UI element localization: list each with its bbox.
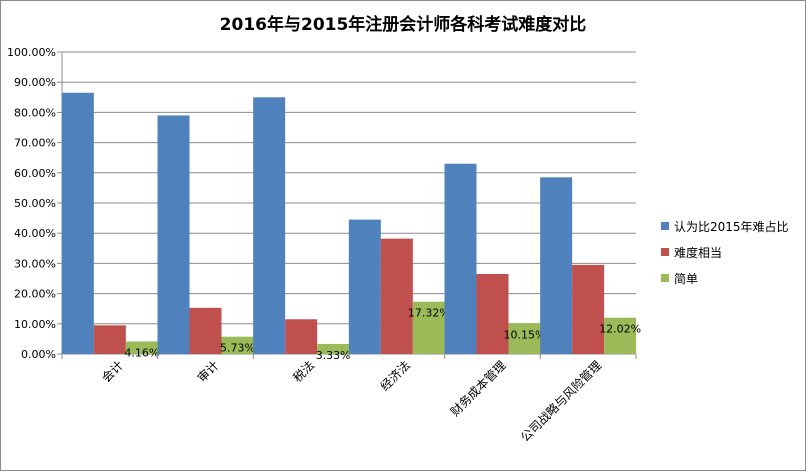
- legend-label-series-3: 简单: [674, 271, 699, 286]
- bar-s2-2: [285, 319, 318, 354]
- x-category-label-1: 审计: [194, 358, 222, 386]
- data-label-s3-1: 5.73%: [220, 342, 255, 355]
- x-category-label-2: 税法: [290, 358, 317, 385]
- bar-s1-3: [348, 219, 381, 354]
- data-label-s3-0: 4.16%: [124, 346, 159, 359]
- y-tick-label-5: 50.00%: [14, 197, 56, 210]
- y-tick-label-2: 20.00%: [14, 288, 56, 301]
- data-label-s3-3: 17.32%: [408, 307, 450, 320]
- y-tick-label-10: 100.00%: [7, 46, 56, 59]
- y-tick-label-7: 70.00%: [14, 137, 56, 150]
- bar-s2-0: [93, 325, 126, 354]
- bar-s1-4: [444, 163, 477, 354]
- bar-s3-1: [221, 336, 254, 354]
- legend-item-series-3: 简单: [661, 265, 789, 291]
- data-label-s3-5: 12.02%: [599, 323, 641, 336]
- legend-item-series-2: 难度相当: [661, 239, 789, 265]
- chart-title: 2016年与2015年注册会计师各科考试难度对比: [219, 15, 587, 35]
- x-category-label-4: 财务成本管理: [447, 358, 509, 420]
- legend-swatch-series-3: [661, 274, 669, 282]
- bar-s1-0: [61, 92, 94, 355]
- legend-swatch-series-2: [661, 248, 669, 256]
- bar-s3-0: [125, 341, 158, 354]
- legend-item-series-1: 认为比2015年难占比: [661, 213, 789, 239]
- bar-s1-2: [253, 97, 286, 355]
- legend-swatch-series-1: [661, 222, 669, 230]
- legend-label-series-1: 认为比2015年难占比: [674, 219, 789, 234]
- bar-s3-2: [317, 343, 350, 354]
- x-category-label-5: 公司战略与风险管理: [517, 358, 604, 445]
- bar-s1-5: [540, 177, 573, 354]
- bar-s3-5: [604, 317, 637, 354]
- bar-s1-1: [157, 115, 190, 354]
- data-label-s3-4: 10.15%: [504, 328, 546, 341]
- data-label-s3-2: 3.33%: [316, 349, 351, 362]
- bar-s3-4: [508, 323, 541, 354]
- bar-s3-3: [412, 301, 445, 354]
- chart-legend: 认为比2015年难占比 难度相当 简单: [661, 213, 789, 291]
- y-tick-label-0: 0.00%: [21, 348, 56, 361]
- y-tick-label-9: 90.00%: [14, 76, 56, 89]
- y-tick-label-4: 40.00%: [14, 227, 56, 240]
- bar-s2-1: [189, 307, 222, 354]
- legend-label-series-2: 难度相当: [674, 245, 723, 260]
- y-tick-label-8: 80.00%: [14, 106, 56, 119]
- bar-s2-4: [476, 273, 509, 354]
- x-category-label-0: 会计: [99, 358, 126, 385]
- y-tick-label-3: 30.00%: [14, 257, 56, 270]
- y-tick-label-1: 10.00%: [14, 318, 56, 331]
- y-tick-label-6: 60.00%: [14, 167, 56, 180]
- x-category-label-3: 经济法: [377, 358, 413, 394]
- bar-s2-5: [572, 264, 605, 354]
- bar-s2-3: [380, 238, 413, 354]
